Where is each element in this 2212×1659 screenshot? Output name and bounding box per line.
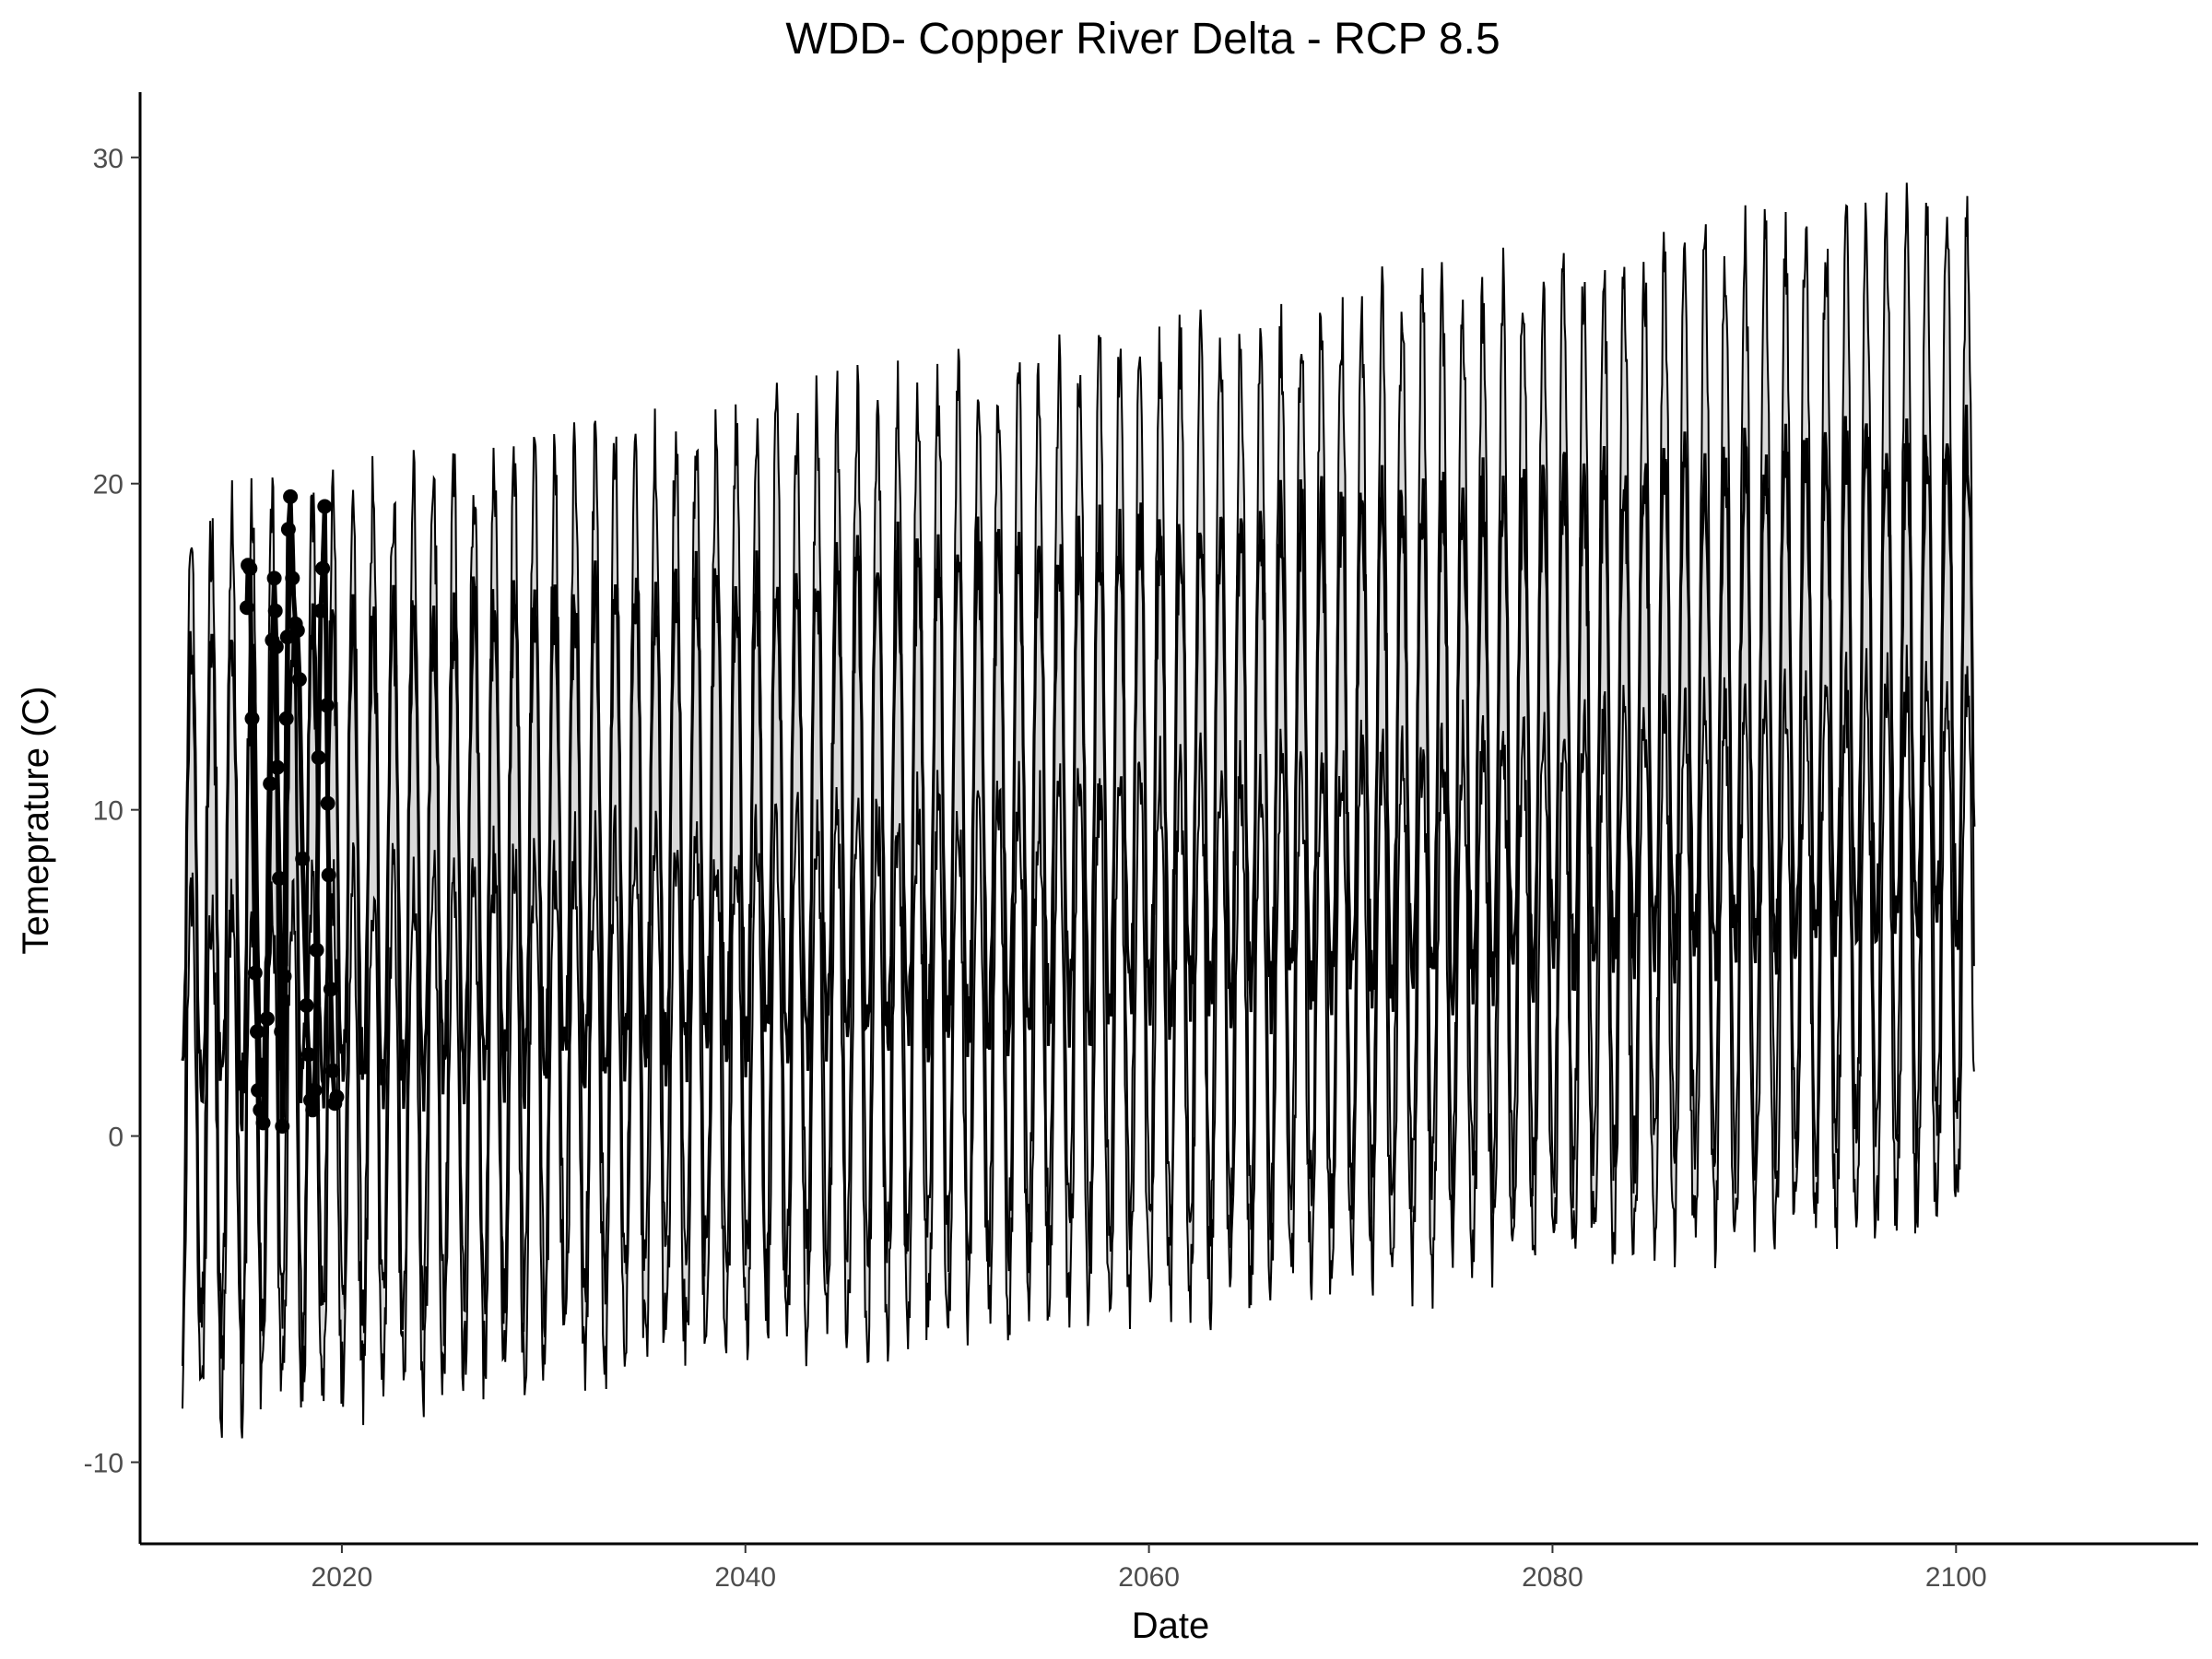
observed-point — [317, 499, 333, 514]
observed-point — [285, 571, 300, 586]
upper-bound-line — [182, 182, 1975, 1367]
x-tick-label: 2040 — [714, 1562, 776, 1593]
observed-point — [251, 1083, 266, 1098]
observed-point — [267, 603, 283, 618]
observed-point — [323, 982, 338, 997]
observed-point — [300, 1047, 316, 1063]
y-tick-label: 30 — [93, 144, 124, 174]
observed-point — [276, 969, 292, 984]
x-tick-label: 2080 — [1522, 1562, 1583, 1593]
observed-point — [291, 672, 307, 688]
observed-point — [295, 851, 311, 866]
observed-point — [268, 639, 284, 654]
observed-point — [263, 776, 278, 792]
observed-point — [244, 711, 260, 726]
observed-point — [319, 698, 335, 713]
observed-point — [259, 1011, 275, 1027]
observed-point — [272, 871, 288, 886]
axes: -10 0 10 20 30 2020 2040 2060 2080 2100 — [84, 92, 2198, 1593]
observed-point — [278, 711, 294, 726]
observed-point — [305, 1102, 321, 1118]
observed-point — [283, 488, 299, 504]
observed-point — [266, 571, 282, 586]
plot-area — [181, 182, 1976, 1439]
observed-point — [307, 1083, 323, 1098]
y-tick-label: 20 — [93, 470, 124, 500]
x-axis-title: Date — [1132, 1606, 1210, 1646]
y-tick-label: -10 — [84, 1449, 124, 1479]
observed-point — [275, 1119, 290, 1134]
observed-point — [255, 1115, 271, 1131]
observed-point — [299, 998, 314, 1013]
observed-point — [315, 560, 331, 576]
observed-point — [247, 965, 263, 981]
x-tick-label: 2100 — [1925, 1562, 1987, 1593]
observed-point — [289, 623, 305, 638]
observed-point — [274, 1024, 289, 1040]
lower-bound-line — [182, 644, 1975, 1439]
observed-point — [242, 560, 258, 576]
y-axis-title: Temeprature (C) — [16, 686, 56, 954]
observed-point — [280, 522, 296, 537]
y-tick-label: 0 — [108, 1123, 124, 1153]
observed-point — [312, 603, 328, 618]
mean-line — [181, 405, 1976, 1132]
observed-point — [311, 750, 326, 765]
observed-point — [253, 1102, 268, 1118]
observed-point — [321, 867, 336, 883]
observed-point — [309, 942, 324, 958]
observed-point — [250, 1024, 265, 1040]
observed-point — [269, 759, 285, 775]
observed-point — [320, 795, 335, 811]
projection-ribbon — [182, 182, 1974, 1439]
chart-title: WDD- Copper River Delta - RCP 8.5 — [785, 15, 1500, 64]
y-tick-label: 10 — [93, 796, 124, 827]
x-tick-label: 2020 — [312, 1562, 373, 1593]
observed-point — [329, 1089, 345, 1105]
observed-point — [240, 600, 254, 616]
x-tick-label: 2060 — [1118, 1562, 1180, 1593]
observed-point — [325, 1063, 341, 1078]
